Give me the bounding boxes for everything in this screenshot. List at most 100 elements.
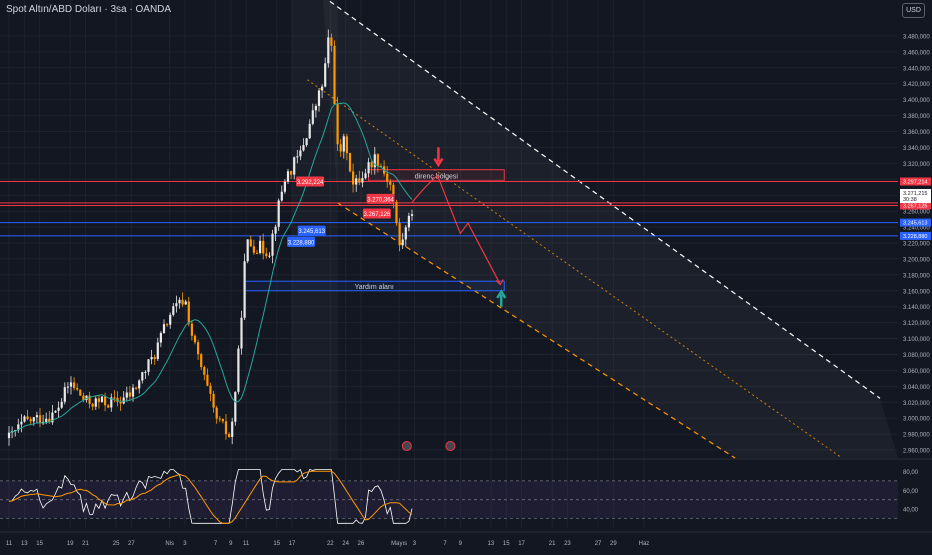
price-tick-label: 3.220,000 [903,241,930,247]
price-tick-label: 3.200,000 [903,257,930,263]
time-tick-label: Haz [639,541,650,547]
candle-body [404,227,407,240]
candle-body [324,63,327,87]
candle-body [23,416,26,422]
candle-body [321,86,324,91]
time-tick-label: 27 [595,541,602,547]
time-tick-label: 13 [488,541,495,547]
candle-body [407,215,410,228]
price-tick-label: 3.320,000 [903,162,930,168]
candle-body [38,415,42,424]
candle-body [327,37,330,64]
price-axis-tag-text: 3.267,126 [903,203,927,209]
inline-price-tag [362,208,391,219]
ma-layer [8,102,413,434]
candle-body [401,239,404,246]
price-tick-label: 3.380,000 [903,114,930,120]
time-tick-label: 24 [342,541,349,547]
inline-price-tag [366,193,395,204]
time-tick-label: 7 [443,541,447,547]
rsi-tick-label: 40,00 [903,508,919,514]
candle-body [76,387,79,390]
time-tick-label: 3 [183,541,187,547]
candle-body [172,306,175,315]
rsi-tick-label: 80,00 [903,470,919,476]
candle-body [147,359,150,372]
candle-body [110,397,113,408]
rsi-ma-line [8,470,413,524]
price-tick-label: 3.080,000 [903,353,930,359]
candle-body [364,173,367,179]
time-axis: 11 13 15 19 21 25 27 Nis 3 7 9 11 15 17 22 24 26 Mayıs 3 7 9… [0,531,932,547]
candle-body [107,405,110,408]
candle-body [336,104,339,145]
candle-body [231,421,234,437]
candle-body [153,357,156,359]
candle-body [218,418,221,420]
candle-body [54,410,57,413]
time-tick-label: 23 [564,541,571,547]
price-axis-bg [898,0,932,550]
candle-body [45,418,48,422]
inline-price-text: 3.228,880 [288,240,315,246]
candle-body [311,110,314,124]
candle-body [376,154,379,166]
candle-body [138,380,141,389]
time-tick-label: 3 [413,541,417,547]
candle-body [302,145,305,151]
price-tick-label: 3.460,000 [903,50,930,56]
price-tick-label: 3.420,000 [903,82,930,88]
price-tick-label: 3.440,000 [903,66,930,72]
candle-body [286,171,290,182]
inline-labels-layer: 3.292,224 3.270,364 3.267,126 3.245,613 3.22… [287,176,395,247]
candle-body [187,301,190,324]
price-tick-label: 3.180,000 [903,273,930,279]
candle-body [265,253,268,257]
candles-layer [7,29,414,446]
candle-body [277,200,280,227]
candle-body [144,371,147,373]
price-tick-label: 3.140,000 [903,305,930,311]
candle-body [197,342,200,355]
candle-body [352,171,355,185]
candle-body [290,171,293,175]
rsi-pane: 80,00 60,00 40,00 [0,458,932,524]
time-tick-label: 27 [128,541,135,547]
time-tick-label: 17 [518,541,525,547]
time-tick-label: 21 [82,541,89,547]
candle-body [206,374,209,386]
candle-body [51,412,54,423]
candle-body [7,432,11,439]
channel-lower-line [337,202,736,459]
price-axis-tag-text: 3.245,613 [903,221,927,227]
candle-body [63,387,66,402]
candle-body [228,434,231,437]
candle-body [342,136,345,152]
event-marker-icon [445,441,456,452]
candle-body [17,424,20,431]
candle-body [345,136,348,154]
price-axis-tag-text: 3.297,214 [903,179,927,185]
candle-body [262,240,265,254]
candle-body [240,317,243,349]
time-tick-label: 7 [214,541,218,547]
candle-body [237,348,240,392]
inline-price-text: 3.267,126 [364,212,391,218]
candle-body [280,191,283,201]
candle-body [184,301,187,305]
candle-body [82,395,85,401]
candle-body [209,385,212,394]
candle-body [35,415,38,418]
candle-body [100,396,104,402]
candle-body [69,382,73,387]
currency-button[interactable]: USD [902,3,925,18]
candle-body [175,303,178,307]
candle-body [274,226,277,234]
candle-body [348,153,352,172]
candle-body [190,323,193,336]
candle-body [389,181,392,185]
price-tick-label: 3.160,000 [903,289,930,295]
candle-body [308,123,311,139]
